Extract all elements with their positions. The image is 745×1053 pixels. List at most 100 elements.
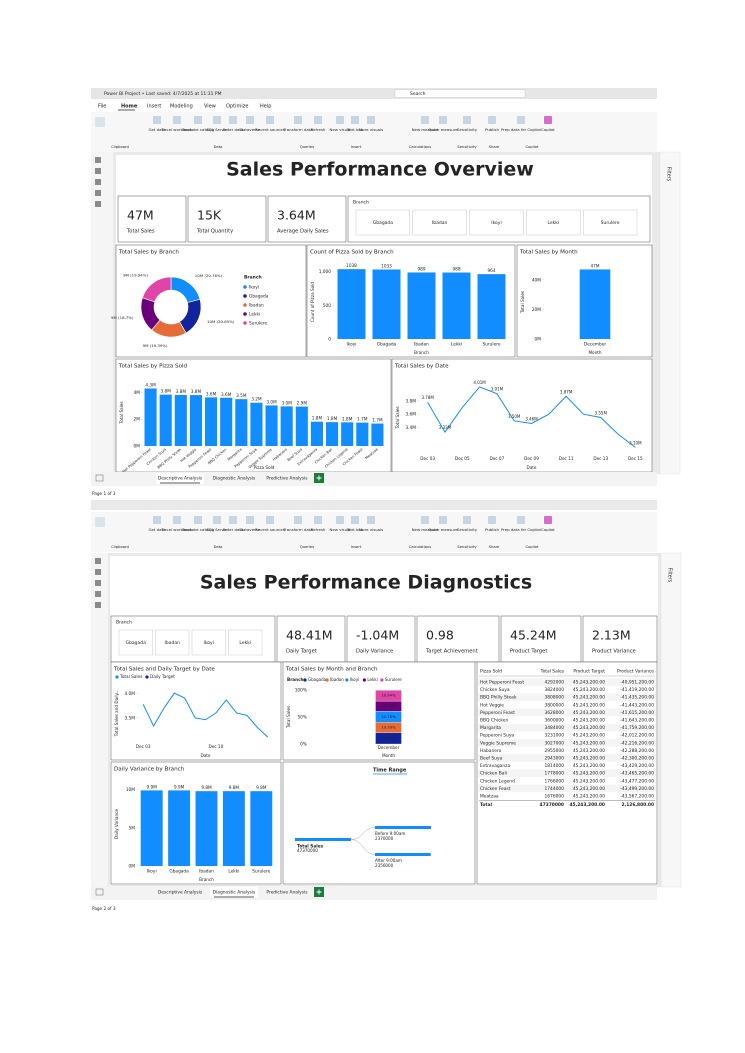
- nav-icon[interactable]: [95, 591, 101, 597]
- ribbon-group: Insert: [351, 145, 362, 149]
- ribbon-button[interactable]: Get data: [149, 127, 167, 132]
- slicer-item[interactable]: [355, 209, 410, 236]
- ribbon-button[interactable]: OneLake catalog: [182, 527, 215, 532]
- ribbon-button[interactable]: Enter data: [223, 527, 244, 532]
- nav-icon[interactable]: [95, 179, 101, 185]
- ribbon-button[interactable]: Publish: [485, 527, 499, 532]
- ribbon-icon: [246, 516, 254, 524]
- bar: [250, 402, 263, 446]
- slicer-item[interactable]: [191, 629, 226, 656]
- page-tab[interactable]: Diagnostic Analysis: [213, 890, 256, 896]
- visual-title: Total Sales and Daily Target by Date: [113, 667, 215, 673]
- page-tab[interactable]: Descriptive Analysis: [158, 476, 203, 482]
- ribbon-button[interactable]: Transform data: [282, 527, 313, 532]
- slicer-item[interactable]: [469, 209, 524, 236]
- ribbon-button[interactable]: New visual: [329, 527, 350, 532]
- ribbon-button[interactable]: Get data: [149, 527, 167, 532]
- ribbon-button[interactable]: Dataverse: [240, 127, 261, 132]
- ribbon-button[interactable]: Copilot: [541, 127, 555, 132]
- legend-label: Lekki: [249, 312, 260, 318]
- page-tab[interactable]: Diagnostic Analysis: [213, 476, 256, 482]
- row-band: [478, 754, 656, 762]
- line-series: [142, 692, 269, 738]
- menu-item[interactable]: File: [98, 104, 106, 110]
- page-tab[interactable]: Predictive Analysis: [266, 476, 308, 482]
- ribbon-button[interactable]: Dataverse: [240, 527, 261, 532]
- ribbon-button[interactable]: Text box: [346, 127, 364, 132]
- slicer-item[interactable]: [155, 629, 190, 656]
- ribbon-button[interactable]: Quick measure: [428, 527, 458, 532]
- x-tick-label: Dec 07: [490, 456, 505, 461]
- ribbon-button[interactable]: Prep data for Copilot: [501, 127, 542, 132]
- search-box[interactable]: [394, 89, 526, 98]
- page-tab[interactable]: Predictive Analysis: [266, 890, 308, 896]
- ribbon-button[interactable]: More visuals: [359, 127, 383, 132]
- y-axis-title: Total Sales: [119, 401, 124, 424]
- ribbon-button[interactable]: More visuals: [359, 527, 383, 532]
- ribbon-button[interactable]: New visual: [329, 127, 350, 132]
- menu-item[interactable]: Optimize: [226, 104, 248, 110]
- ribbon-button[interactable]: Refresh: [311, 527, 326, 532]
- ribbon-button[interactable]: Enter data: [223, 127, 244, 132]
- slicer-item[interactable]: [583, 209, 638, 236]
- x-axis-title: Month: [588, 350, 601, 355]
- x-tick-label: Dec 09: [524, 456, 539, 461]
- slicer-item[interactable]: [118, 629, 153, 656]
- nav-icon[interactable]: [95, 190, 101, 196]
- bar: [189, 395, 202, 446]
- ribbon-group: Sensitivity: [457, 545, 477, 549]
- x-tick-label: Ikoyi: [147, 869, 157, 875]
- ribbon-button[interactable]: Quick measure: [428, 127, 458, 132]
- ribbon-button[interactable]: SQL Server: [206, 527, 228, 532]
- legend-label: Ikoyi: [249, 285, 259, 291]
- menu-item[interactable]: Help: [260, 104, 271, 110]
- filters-label[interactable]: Filters: [666, 167, 672, 182]
- ribbon-button[interactable]: SQL Server: [206, 127, 228, 132]
- filters-label[interactable]: Filters: [667, 568, 673, 583]
- nav-icon[interactable]: [95, 201, 101, 207]
- nav-icon[interactable]: [95, 580, 101, 586]
- ribbon-button[interactable]: Recent sources: [255, 527, 285, 532]
- active-tab: [210, 887, 258, 898]
- ribbon-button[interactable]: Excel workbook: [162, 127, 193, 132]
- y-axis-title: Daily Variance: [114, 809, 119, 839]
- ribbon-group: Clipboard: [111, 545, 129, 549]
- kpi-label: Target Achievement: [425, 649, 478, 655]
- menu-item[interactable]: View: [204, 104, 216, 110]
- ribbon-icon: [153, 516, 161, 524]
- ribbon-button[interactable]: New measure: [412, 127, 439, 132]
- row-band: [478, 739, 656, 747]
- page-tab[interactable]: Descriptive Analysis: [158, 890, 203, 896]
- menu-item[interactable]: Home: [121, 104, 138, 110]
- nav-icon[interactable]: [95, 569, 101, 575]
- slicer-item[interactable]: [412, 209, 467, 236]
- ribbon-button[interactable]: OneLake catalog: [182, 127, 215, 132]
- slicer-item[interactable]: [228, 629, 263, 656]
- ribbon-button[interactable]: Recent sources: [255, 127, 285, 132]
- ribbon-button[interactable]: Text box: [346, 527, 364, 532]
- ribbon-button[interactable]: Sensitivity: [457, 127, 478, 132]
- ribbon-button[interactable]: Copilot: [541, 527, 555, 532]
- ribbon-button[interactable]: Publish: [485, 127, 499, 132]
- slicer-item[interactable]: [526, 209, 581, 236]
- menu-item[interactable]: Modeling: [170, 104, 193, 110]
- ribbon-button[interactable]: Prep data for Copilot: [501, 527, 542, 532]
- table-cell: BBQ Chicken: [480, 718, 508, 724]
- menu-item[interactable]: Insert: [147, 104, 161, 110]
- ribbon-button[interactable]: Excel workbook: [162, 527, 193, 532]
- nav-icon[interactable]: [95, 157, 101, 163]
- slicer-item-label: Ibadan: [432, 220, 448, 226]
- nav-icon[interactable]: [95, 558, 101, 564]
- nav-icon[interactable]: [95, 602, 101, 608]
- ribbon-button[interactable]: Refresh: [311, 127, 326, 132]
- ribbon-button[interactable]: New measure: [412, 527, 439, 532]
- ribbon-button[interactable]: Sensitivity: [457, 527, 478, 532]
- y-axis-title: Total Sales: [520, 291, 525, 314]
- nav-icon[interactable]: [95, 168, 101, 174]
- table-cell: -41,435,200.00: [620, 695, 654, 701]
- table-cell: 1676000: [544, 794, 564, 800]
- data-label: 1.7M: [372, 418, 383, 423]
- x-tick-label: Dec 05: [455, 456, 470, 461]
- ribbon-button[interactable]: Transform data: [282, 127, 313, 132]
